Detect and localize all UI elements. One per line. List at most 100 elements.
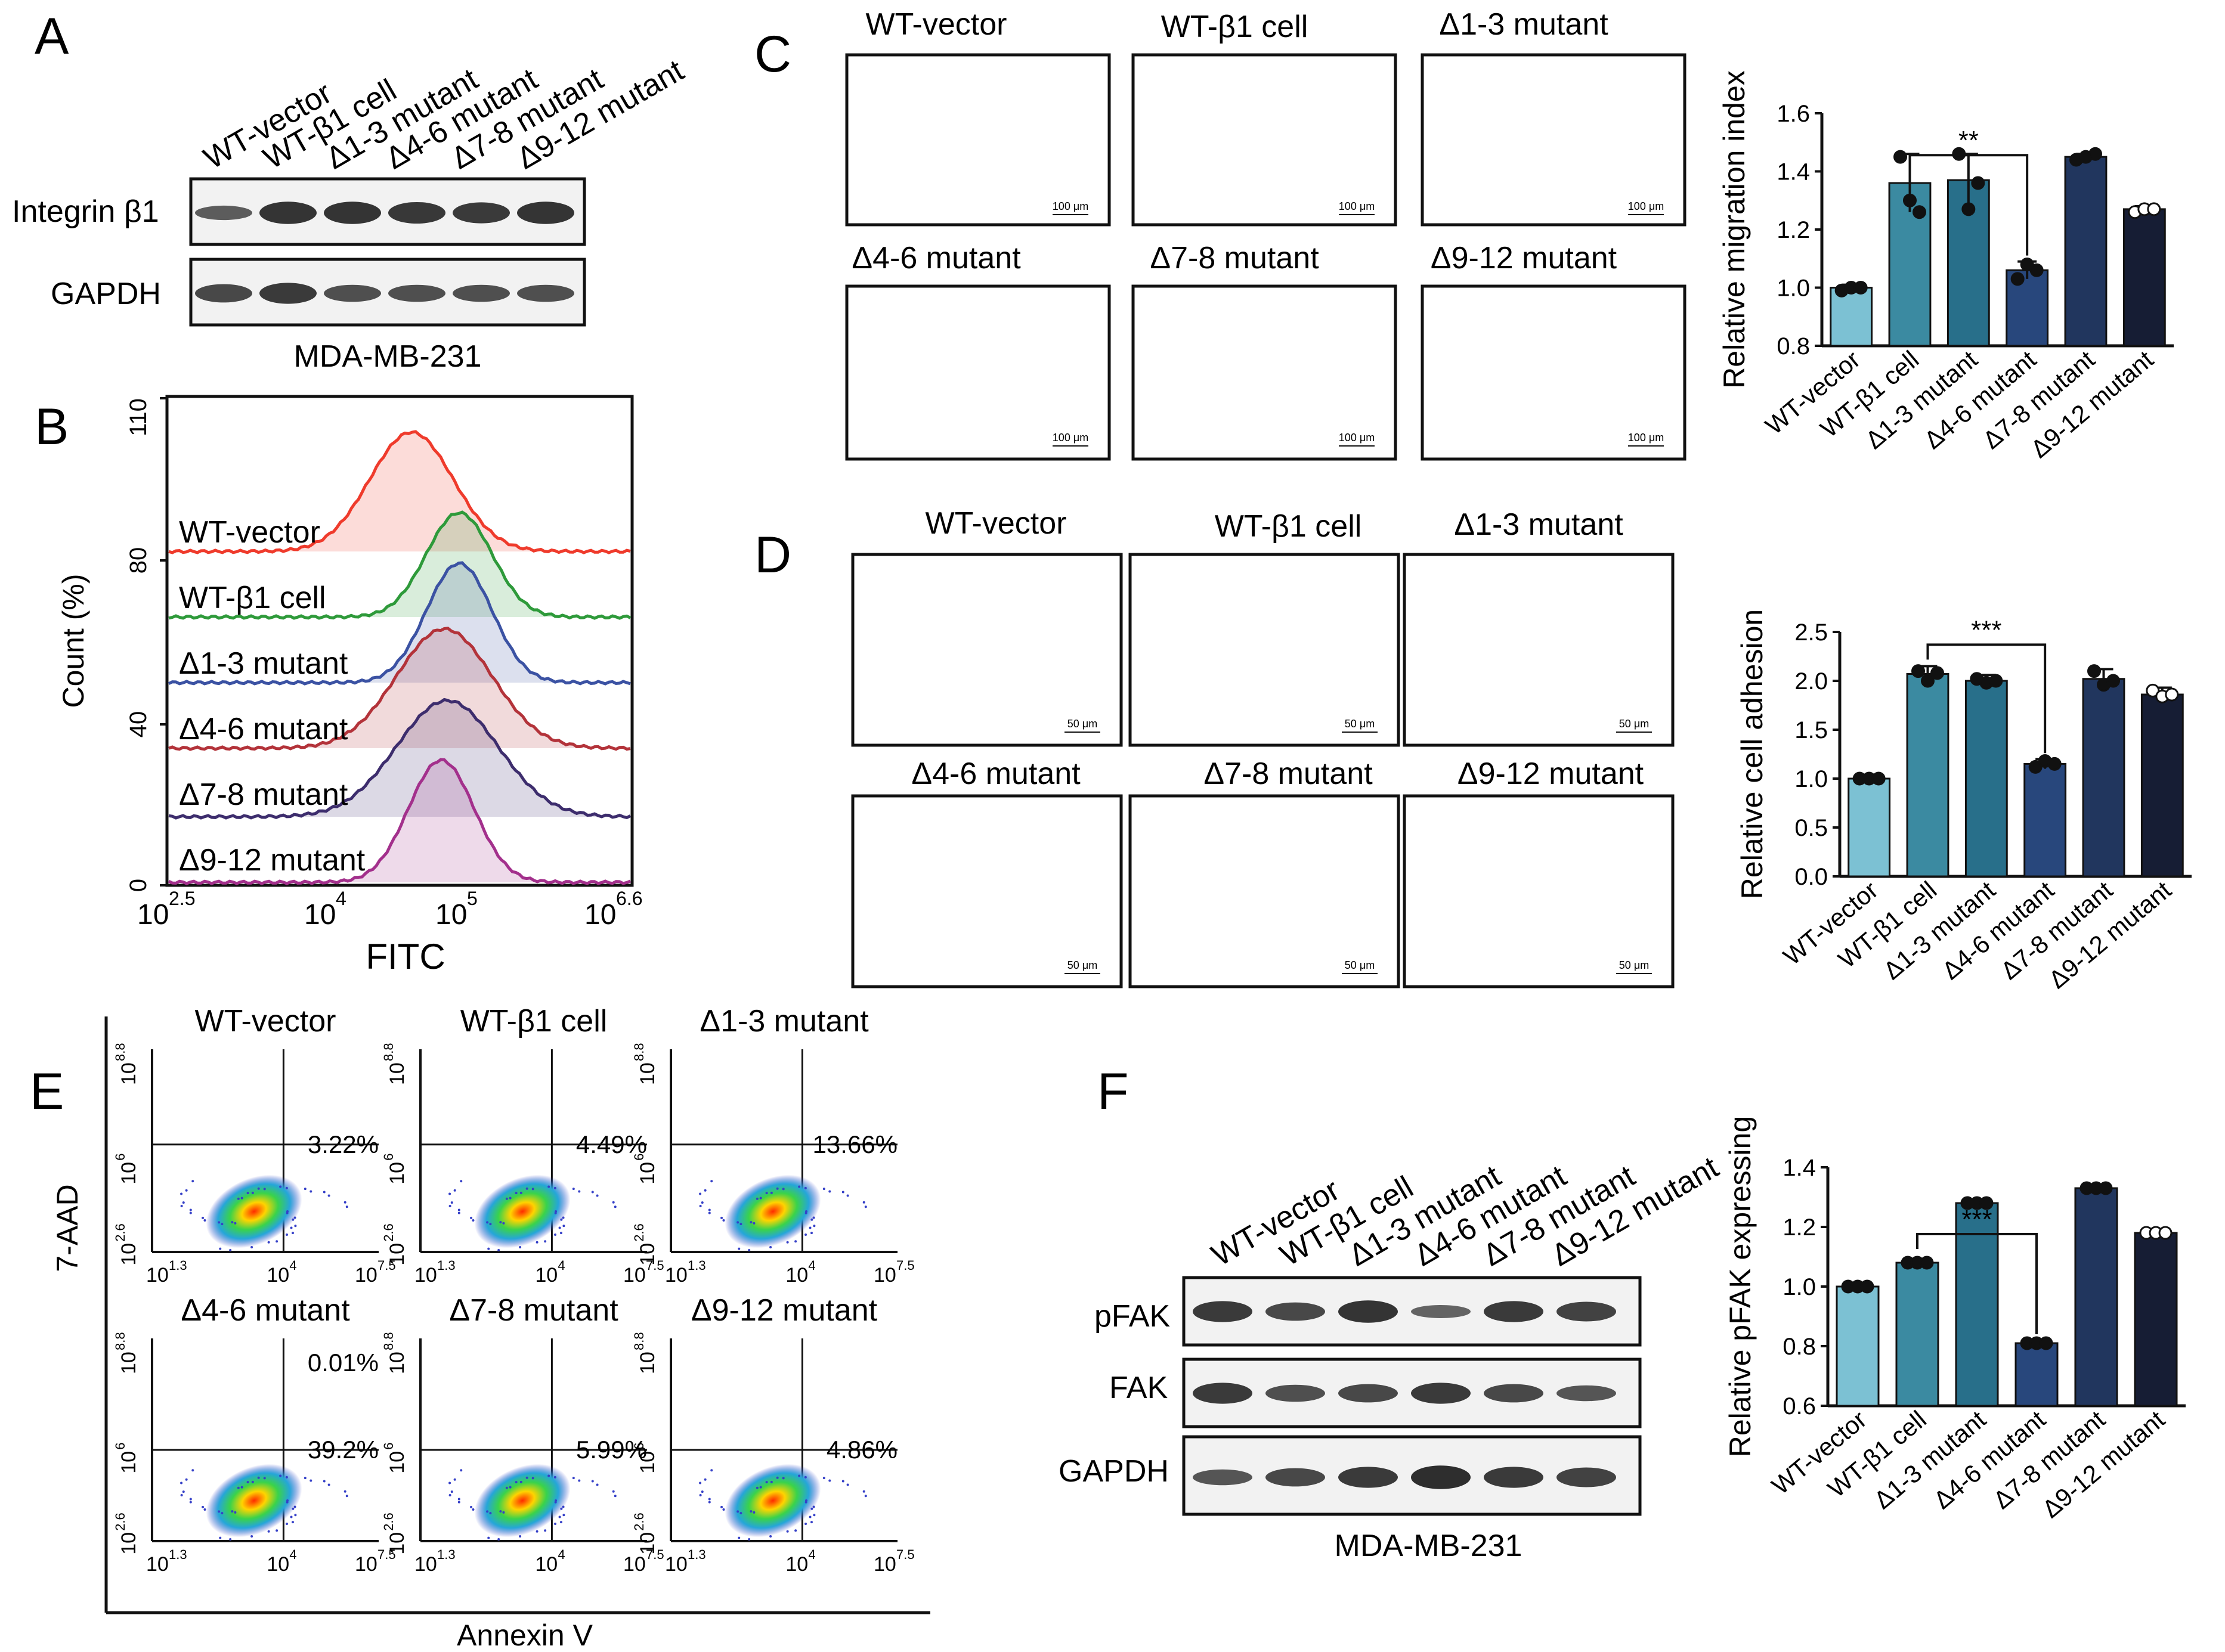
ytick-exp: 2.6	[632, 1512, 646, 1531]
xtick-base: 10	[137, 899, 169, 931]
ytick-exp: 2.6	[381, 1223, 396, 1242]
ytick-exp: 2.6	[632, 1223, 646, 1242]
bar	[2023, 763, 2067, 878]
ytick-exp: 2.6	[113, 1223, 128, 1242]
panel-d-images: WT-vector WT-β1 cell Δ1-3 mutant Δ4-6 mu…	[851, 506, 1675, 988]
ytick: 10	[636, 1062, 659, 1085]
panel-f-row-label: FAK	[1109, 1371, 1168, 1405]
data-point	[1979, 1196, 1994, 1210]
blot-band	[259, 283, 317, 304]
blot-band	[1193, 1383, 1252, 1404]
blot-band	[324, 284, 381, 302]
ytick-exp: 8.8	[632, 1332, 646, 1350]
data-point	[1871, 771, 1886, 786]
ytick: 10	[636, 1352, 659, 1374]
ytick: 0	[125, 879, 151, 892]
blot-band	[517, 284, 574, 302]
ytick-label: 0.6	[1783, 1393, 1816, 1419]
panel-label-d: D	[754, 526, 791, 584]
panel-d-title: Δ9-12 mutant	[1457, 757, 1644, 791]
hist-label: Δ9-12 mutant	[179, 843, 366, 878]
bar	[1906, 673, 1949, 878]
xtick: 10	[267, 1553, 289, 1576]
data-point	[1860, 1279, 1874, 1294]
scale-label: 100 μm	[1628, 200, 1664, 212]
quadrant-percentage: 0.01%	[308, 1349, 379, 1377]
blot-band	[1484, 1467, 1543, 1488]
xtick: 10	[355, 1553, 377, 1576]
xtick: 10	[146, 1553, 169, 1576]
quadrant-percentage: 4.86%	[827, 1436, 898, 1464]
data-point	[1921, 674, 1935, 688]
blot-band	[1556, 1301, 1616, 1322]
bar	[2064, 156, 2108, 347]
panel-label-e: E	[30, 1063, 64, 1120]
panel-d-title: Δ4-6 mutant	[911, 757, 1081, 791]
hist-curve	[168, 627, 631, 751]
panel-d-scalebars: 50 μm 50 μm 50 μm 50 μm 50 μm 50 μm	[1059, 715, 1658, 977]
dot-cloud	[206, 1464, 302, 1538]
hist-curve	[168, 561, 631, 686]
bar	[2082, 678, 2125, 878]
data-point	[2147, 202, 2161, 216]
panel-a-lane-labels: WT-vector WT-β1 cell Δ1-3 mutant Δ4-6 mu…	[198, 53, 690, 176]
blot-band	[1338, 1300, 1398, 1323]
panel-f-cell-line: MDA-MB-231	[1335, 1529, 1522, 1563]
quadrant-percentage: 39.2%	[308, 1436, 379, 1464]
blot-band	[1265, 1302, 1325, 1321]
bar	[1895, 1262, 1939, 1407]
blot-band	[1484, 1301, 1543, 1322]
significance-bracket	[1908, 154, 2029, 256]
panel-c-title: WT-β1 cell	[1161, 10, 1308, 44]
bar	[1836, 1285, 1880, 1407]
data-point	[2039, 1336, 2053, 1350]
xtick-exp: 7.5	[896, 1547, 915, 1562]
panel-d-title: Δ1-3 mutant	[1454, 507, 1623, 542]
ytick: 10	[117, 1162, 140, 1185]
dot-cloud	[725, 1464, 821, 1538]
panel-c-title: Δ9-12 mutant	[1431, 241, 1617, 275]
ytick: 10	[636, 1451, 659, 1474]
ytick-label: 0.5	[1794, 815, 1828, 841]
data-point	[2099, 1181, 2113, 1195]
panel-e-title: WT-vector	[195, 1004, 336, 1039]
panel-label-f: F	[1097, 1063, 1129, 1120]
xtick: 10	[665, 1264, 688, 1287]
blot-band	[259, 202, 317, 224]
blot-band	[195, 205, 252, 221]
bar	[1964, 680, 2008, 878]
chart-ylabel: Relative pFAK expressing	[1723, 1116, 1757, 1458]
data-point	[2165, 687, 2179, 702]
ytick-exp: 6	[113, 1154, 128, 1161]
hist-curve	[168, 698, 632, 820]
ytick-exp: 6	[632, 1443, 646, 1450]
data-point	[1930, 666, 1944, 680]
ytick-label: 1.6	[1777, 101, 1810, 127]
xtick-exp: 1.3	[688, 1547, 706, 1562]
xtick: 10	[414, 1264, 437, 1287]
panel-label-c: C	[754, 26, 791, 83]
panel-c-title: WT-vector	[866, 7, 1007, 42]
xtick-exp: 1.3	[169, 1258, 187, 1273]
blot-band	[324, 202, 381, 224]
scale-label: 100 μm	[1339, 200, 1375, 212]
ytick-label: 1.4	[1777, 159, 1810, 185]
panel-a-cell-line: MDA-MB-231	[294, 339, 482, 374]
significance-label: ***	[1961, 1205, 1992, 1234]
blot-band	[1265, 1384, 1325, 1402]
blot-band	[1193, 1301, 1252, 1322]
ytick-exp: 2.6	[113, 1512, 128, 1531]
blot-band	[1338, 1384, 1398, 1403]
panel-e-ylabel: 7-AAD	[51, 1184, 84, 1272]
xtick-exp: 1.3	[688, 1258, 706, 1273]
panel-b-ylabel: Count (%)	[57, 574, 90, 708]
data-point	[1911, 664, 1925, 678]
scale-label: 100 μm	[1053, 200, 1088, 212]
panel-c-title: Δ1-3 mutant	[1439, 7, 1608, 42]
chart-cell-adhesion: 0.0 0.5 1.0 1.5 2.0 2.5 Relative cell adhesion…	[1735, 609, 2192, 994]
dot-cloud	[206, 1174, 302, 1248]
ytick-exp: 6	[632, 1154, 646, 1161]
xtick-exp: 5	[467, 888, 478, 909]
blot-band	[517, 202, 574, 224]
